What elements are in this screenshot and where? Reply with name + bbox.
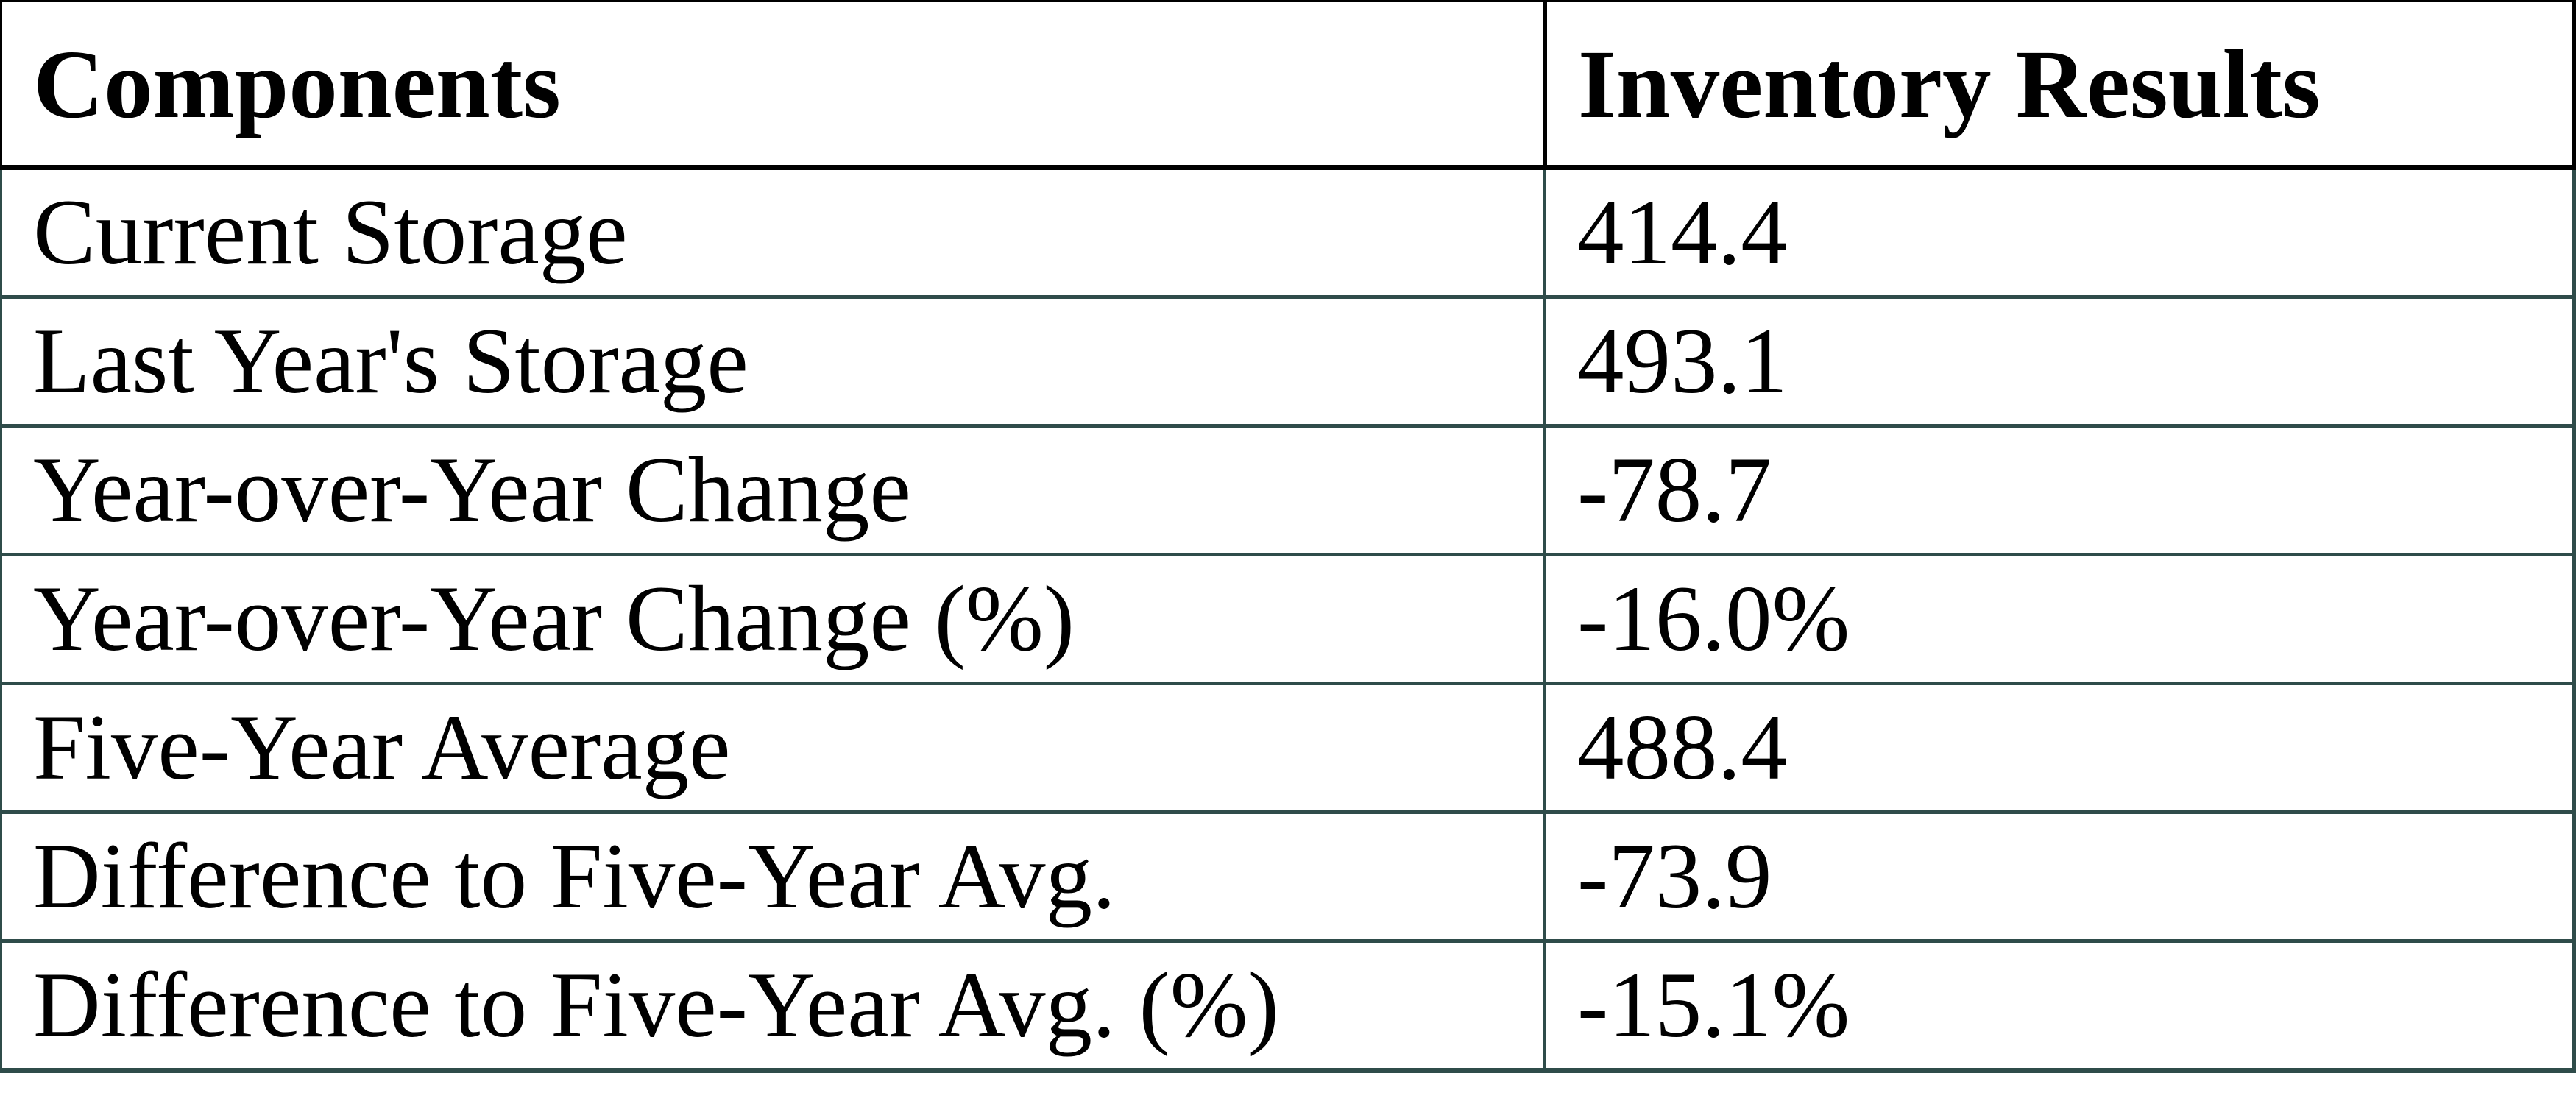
column-header-components: Components xyxy=(33,29,561,138)
table-header-row: Components Inventory Results xyxy=(0,0,2576,170)
component-label: Year-over-Year Change xyxy=(33,438,911,542)
result-value: -15.1% xyxy=(1543,943,2572,1068)
result-value: -78.7 xyxy=(1543,428,2572,553)
column-header-inventory-results: Inventory Results xyxy=(1543,2,2572,165)
table-row: Current Storage 414.4 xyxy=(0,170,2576,299)
result-value: 493.1 xyxy=(1543,299,2572,424)
component-label: Last Year's Storage xyxy=(33,309,749,413)
result-value: 414.4 xyxy=(1543,170,2572,295)
table-row: Difference to Five-Year Avg. (%) -15.1% xyxy=(0,943,2576,1073)
table-row: Five-Year Average 488.4 xyxy=(0,685,2576,814)
component-label: Current Storage xyxy=(33,180,628,284)
table-row: Difference to Five-Year Avg. -73.9 xyxy=(0,814,2576,943)
component-label: Year-over-Year Change (%) xyxy=(33,567,1075,670)
result-value: -16.0% xyxy=(1543,556,2572,682)
table-row: Last Year's Storage 493.1 xyxy=(0,299,2576,428)
component-label: Five-Year Average xyxy=(33,696,731,799)
result-value: -73.9 xyxy=(1543,814,2572,939)
result-value: 488.4 xyxy=(1543,685,2572,810)
component-label: Difference to Five-Year Avg. (%) xyxy=(33,953,1279,1057)
table-row: Year-over-Year Change -78.7 xyxy=(0,428,2576,556)
inventory-results-table: Components Inventory Results Current Sto… xyxy=(0,0,2576,1073)
component-label: Difference to Five-Year Avg. xyxy=(33,824,1116,928)
table-row: Year-over-Year Change (%) -16.0% xyxy=(0,556,2576,685)
